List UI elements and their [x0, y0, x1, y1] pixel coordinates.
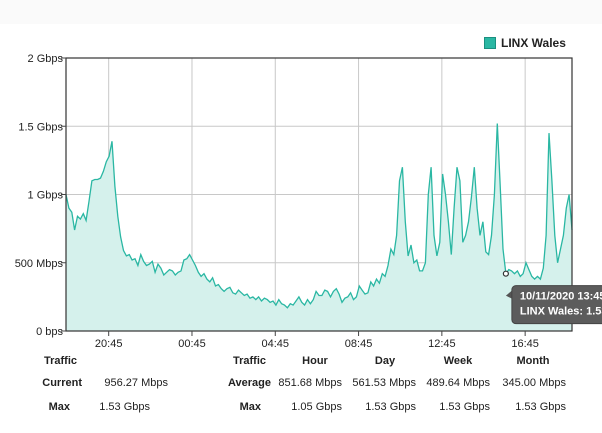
x-tick-label: 12:45	[428, 338, 456, 350]
row-label-max-2: Max	[239, 401, 261, 413]
average-week: 489.64 Mbps	[426, 377, 490, 389]
top-strip	[0, 0, 602, 24]
tooltip: 10/11/2020 13:45 LINX Wales: 1.53 Gbps	[502, 270, 602, 325]
legend-swatch-icon	[484, 37, 496, 49]
average-day: 561.53 Mbps	[352, 377, 416, 389]
average-month: 345.00 Mbps	[502, 377, 566, 389]
row-label-current: Current	[42, 377, 82, 389]
legend-label: LINX Wales	[501, 36, 566, 50]
row-label-average: Average	[227, 377, 271, 389]
traffic-chart: 2 Gbps 1.5 Gbps 1 Gbps 500 Mbps 0 bps 20:45 0…	[15, 53, 602, 350]
series-area	[66, 123, 572, 331]
table-header-hour: Hour	[302, 355, 328, 367]
chart-area-layer	[65, 123, 573, 331]
average-hour: 851.68 Mbps	[278, 377, 342, 389]
tooltip-box	[511, 285, 602, 325]
y-tick-label: 1 Gbps	[28, 190, 64, 202]
x-tick-label: 16:45	[511, 338, 539, 350]
table-header-traffic: Traffic	[44, 355, 78, 367]
tooltip-title: 10/11/2020 13:45	[520, 291, 602, 303]
y-axis-ticks: 2 Gbps 1.5 Gbps 1 Gbps 500 Mbps 0 bps	[15, 53, 66, 338]
table-header-traffic-2: Traffic	[233, 355, 267, 367]
max-month: 1.53 Gbps	[515, 401, 566, 413]
x-tick-label: 00:45	[178, 338, 206, 350]
max-day: 1.53 Gbps	[365, 401, 416, 413]
y-tick-label: 2 Gbps	[28, 53, 64, 65]
max-value: 1.53 Gbps	[99, 401, 150, 413]
x-axis-ticks: 20:45 00:45 04:45 08:45 12:45 16:45	[95, 331, 539, 350]
x-tick-label: 20:45	[95, 338, 123, 350]
max-hour: 1.05 Gbps	[291, 401, 342, 413]
row-label-max: Max	[48, 401, 70, 413]
tooltip-arrow	[505, 290, 512, 299]
y-tick-label: 1.5 Gbps	[18, 121, 63, 133]
table-header-day: Day	[374, 355, 396, 367]
x-tick-label: 08:45	[345, 338, 373, 350]
x-tick-label: 04:45	[262, 338, 290, 350]
tooltip-point	[502, 270, 509, 277]
y-tick-label: 500 Mbps	[15, 258, 64, 270]
table-header-month: Month	[516, 355, 550, 367]
legend[interactable]: LINX Wales	[484, 36, 566, 50]
max-week: 1.53 Gbps	[439, 401, 490, 413]
series-line	[65, 123, 573, 309]
y-tick-label: 0 bps	[36, 326, 63, 338]
current-value: 956.27 Mbps	[104, 377, 168, 389]
tooltip-value: LINX Wales: 1.53 Gbps	[520, 306, 602, 318]
table-header-week: Week	[443, 355, 473, 367]
